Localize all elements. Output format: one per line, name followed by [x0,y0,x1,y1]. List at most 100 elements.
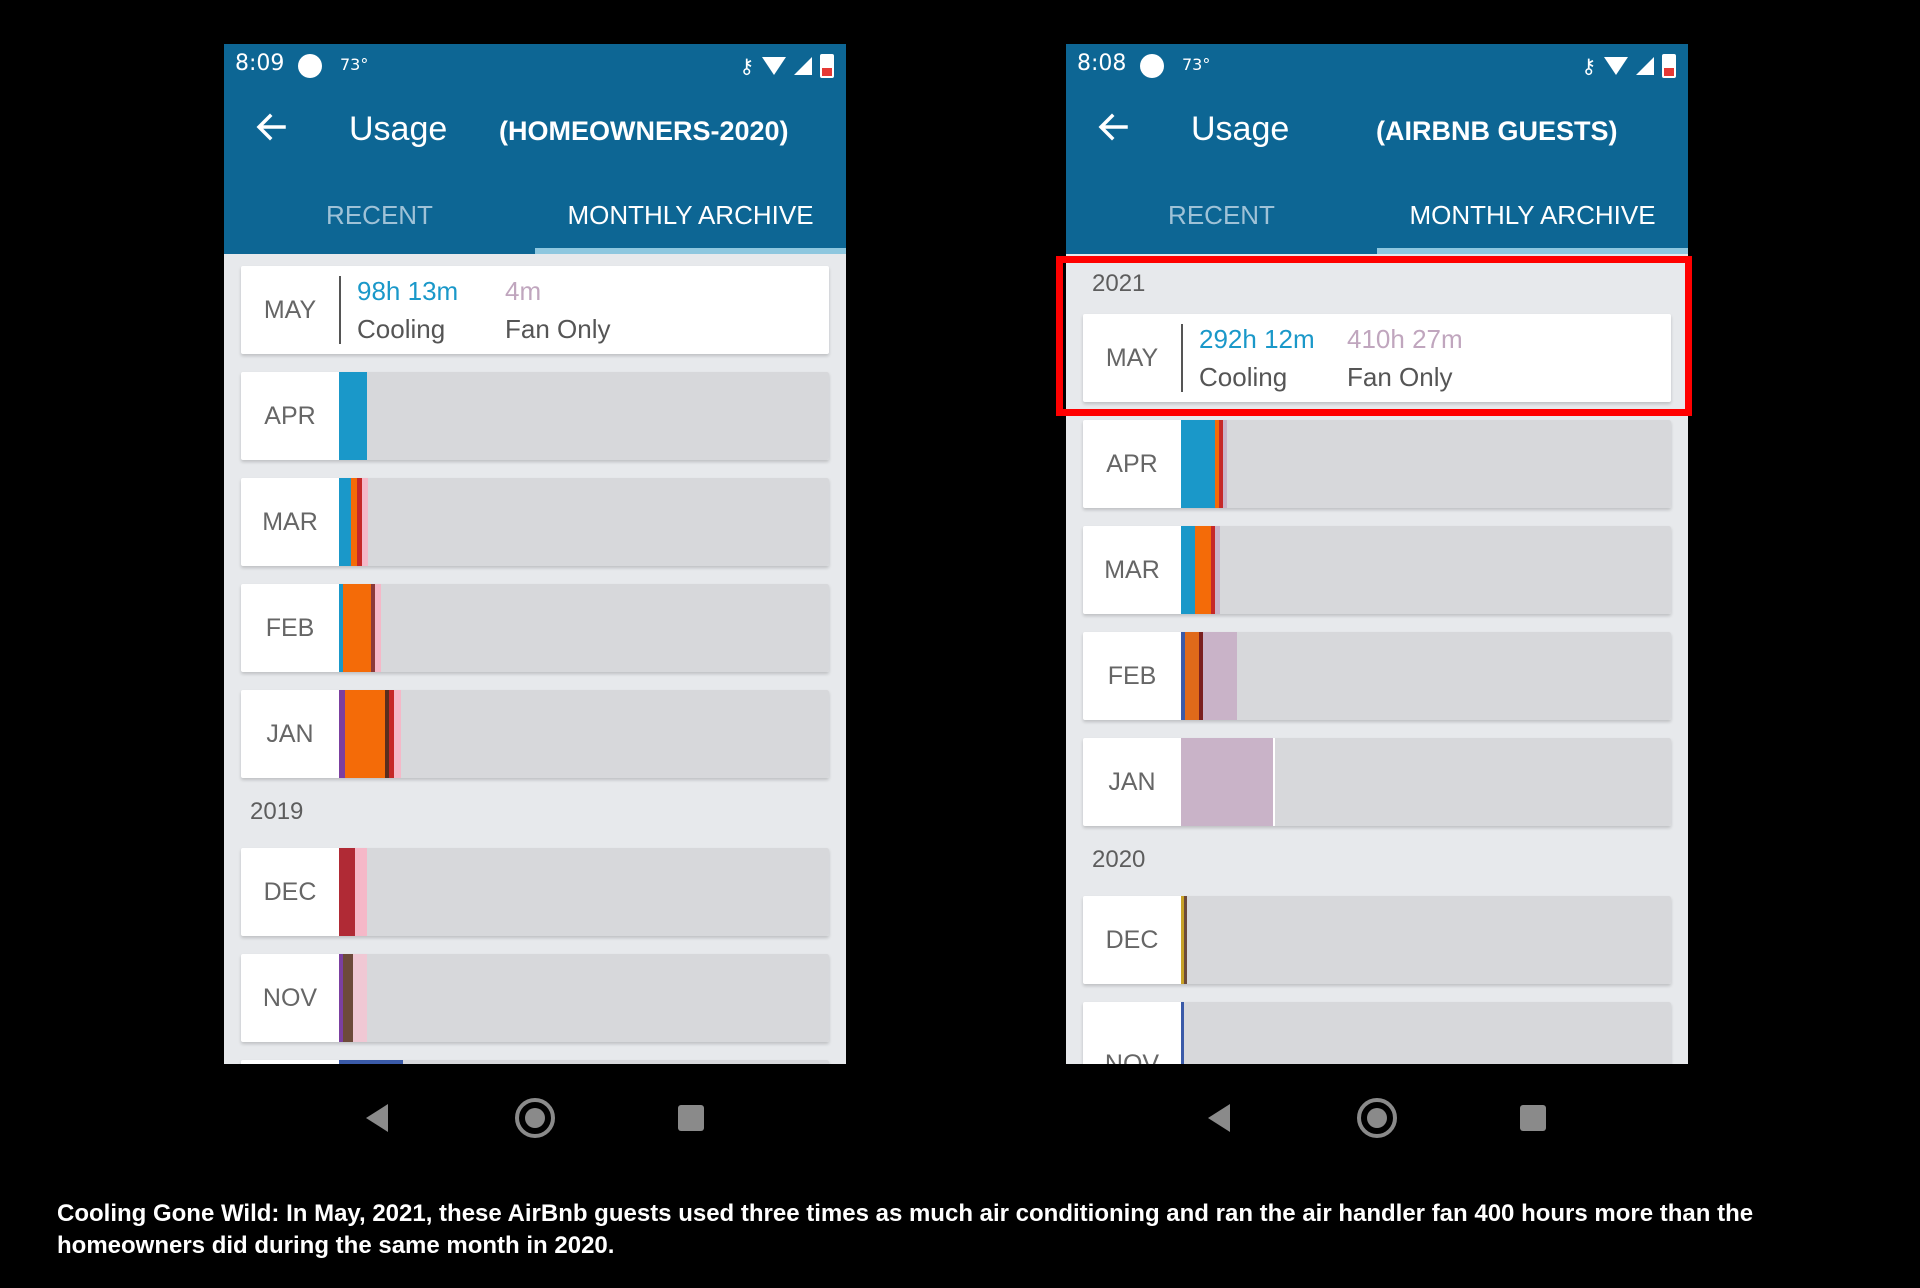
fan-segment [353,954,367,1042]
month-row[interactable]: JAN [241,690,829,778]
tab-recent[interactable]: RECENT [1168,200,1275,230]
cell-signal-icon [1636,57,1654,75]
nav-recents-icon[interactable] [1520,1105,1546,1131]
app-header: 8:08 73° ⚷ Usage (AIRBNB GUESTS) RECENT … [1066,44,1688,254]
back-arrow-icon[interactable] [254,110,288,144]
aux-heat-segment [1211,526,1215,614]
summary-card-may[interactable]: MAY 98h 13m Cooling 4m Fan Only [241,266,829,354]
nav-back-icon[interactable] [1208,1104,1230,1132]
cooling-segment [1181,896,1184,984]
heat-segment [1215,420,1219,508]
fan-segment [1181,738,1273,826]
cooling-segment [339,372,367,460]
cooling-label: Cooling [357,314,446,344]
cooling-segment [1181,632,1185,720]
fan-value: 410h 27m [1347,324,1463,354]
fan-label: Fan Only [505,314,611,344]
back-arrow-icon[interactable] [1096,110,1130,144]
nav-home-icon[interactable] [515,1098,555,1138]
fan-stat: 410h 27m Fan Only [1347,324,1463,392]
aux-heat-segment [1199,632,1203,720]
cooling-segment [339,584,343,672]
phone-screenshot-homeowners: 8:09 73° ⚷ Usage (HOMEOWNERS-2020) RECEN… [224,44,846,1138]
wifi-icon [1604,57,1628,75]
usage-bar [339,848,829,936]
android-nav-bar [224,1084,846,1214]
android-nav-bar [1066,1084,1688,1214]
divider [1181,324,1183,392]
month-row[interactable] [241,1060,829,1064]
month-row[interactable]: MAR [1083,526,1671,614]
month-label: FEB [1107,662,1157,690]
aux-heat-segment [339,848,355,936]
battery-icon [1662,54,1676,78]
month-row[interactable]: APR [1083,420,1671,508]
app-header: 8:09 73° ⚷ Usage (HOMEOWNERS-2020) RECEN… [224,44,846,254]
wifi-icon [762,57,786,75]
divider [339,276,341,344]
month-row[interactable]: FEB [241,584,829,672]
usage-bar [1181,632,1671,720]
page-title: Usage [349,110,448,148]
month-label: DEC [263,878,317,906]
status-time: 8:08 [1077,51,1127,76]
aux-heat-segment [357,478,362,566]
usage-bar [339,954,829,1042]
caption-text: Cooling Gone Wild: In May, 2021, these A… [57,1200,1754,1259]
vpn-key-icon: ⚷ [1581,54,1596,78]
usage-bar [339,690,829,778]
status-bar: 8:08 73° ⚷ [1066,44,1688,88]
battery-icon [820,54,834,78]
usage-bar [1181,896,1671,984]
month-row[interactable]: NOV [1083,1002,1671,1064]
month-label: DEC [1105,926,1159,954]
nav-recents-icon[interactable] [678,1105,704,1131]
notification-dot-icon [1140,54,1164,78]
month-label: MAR [262,508,318,536]
month-label: NOV [262,984,318,1012]
tab-monthly-archive[interactable]: MONTHLY ARCHIVE [567,200,814,230]
aux-heat-segment [343,954,353,1042]
tab-recent[interactable]: RECENT [326,200,433,230]
cooling-stat: 292h 12m Cooling [1199,324,1315,392]
cooling-segment [1181,1002,1184,1064]
tab-monthly-archive[interactable]: MONTHLY ARCHIVE [1409,200,1656,230]
cooling-stat: 98h 13m Cooling [357,276,458,344]
fan-segment [1203,632,1237,720]
fan-segment [362,478,368,566]
segment-edge [1273,738,1275,826]
summary-card-may[interactable]: MAY 292h 12m Cooling 410h 27m Fan Only [1083,314,1671,402]
usage-bar [1181,420,1671,508]
usage-bar [339,1060,829,1064]
fan-segment [355,848,367,936]
active-tab-indicator [535,248,846,254]
emergency-heat-segment [339,690,345,778]
aux-heat-segment [385,690,389,778]
heat-segment [351,478,357,566]
fan-stat: 4m Fan Only [505,276,611,344]
heat-segment [1185,632,1199,720]
app-screen: 8:08 73° ⚷ Usage (AIRBNB GUESTS) RECENT … [1066,44,1688,1064]
page-subtitle: (HOMEOWNERS-2020) [499,116,789,146]
page-subtitle: (AIRBNB GUESTS) [1376,116,1618,146]
nav-home-icon[interactable] [1357,1098,1397,1138]
cooling-value: 98h 13m [357,276,459,306]
month-label: FEB [265,614,315,642]
aux-heat-segment [1219,420,1223,508]
usage-bar [339,478,829,566]
fan-label: Fan Only [1347,362,1453,392]
heat-segment [345,690,385,778]
month-row[interactable]: MAR [241,478,829,566]
cooling-segment [1181,526,1195,614]
month-row[interactable]: APR [241,372,829,460]
status-icons: ⚷ [1581,52,1676,80]
month-row[interactable]: NOV [241,954,829,1042]
month-label: MAY [1105,344,1159,372]
status-bar: 8:09 73° ⚷ [224,44,846,88]
may-2021-highlight-box [1056,256,1692,416]
month-row[interactable]: FEB [1083,632,1671,720]
month-row[interactable]: JAN [1083,738,1671,826]
month-row[interactable]: DEC [241,848,829,936]
nav-back-icon[interactable] [366,1104,388,1132]
month-row[interactable]: DEC [1083,896,1671,984]
